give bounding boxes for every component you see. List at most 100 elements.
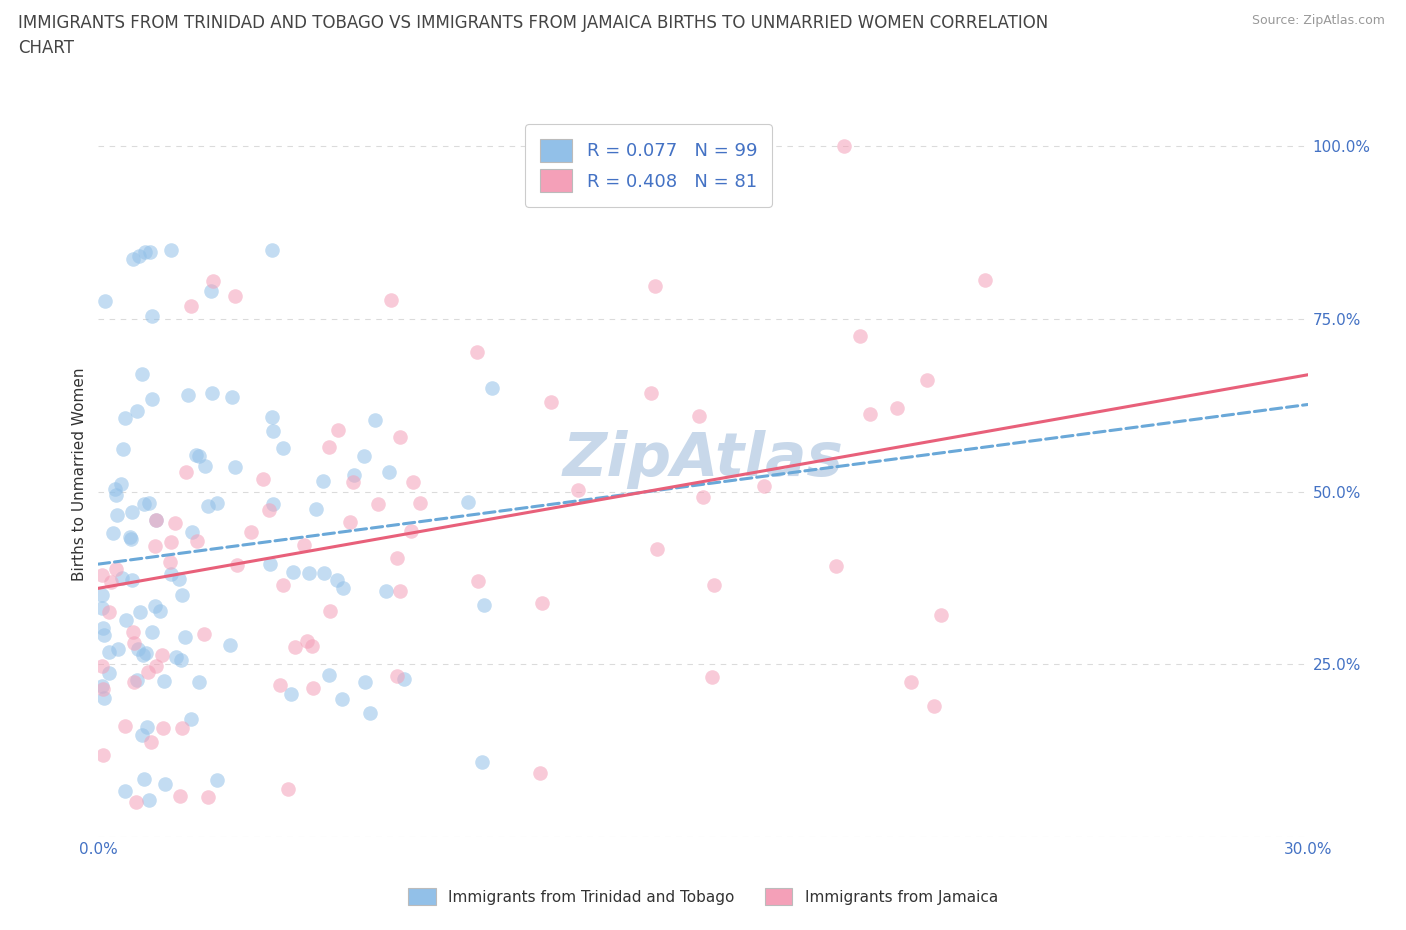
Point bbox=[111, 571, 134, 586]
Point bbox=[392, 671, 415, 686]
Point bbox=[91, 601, 114, 616]
Point bbox=[91, 658, 114, 673]
Point bbox=[200, 284, 222, 299]
Point bbox=[152, 673, 174, 688]
Point bbox=[224, 459, 246, 474]
Point bbox=[132, 647, 155, 662]
Point bbox=[262, 243, 284, 258]
Point bbox=[141, 309, 163, 324]
Point bbox=[931, 608, 953, 623]
Point bbox=[900, 674, 922, 689]
Point bbox=[378, 465, 401, 480]
Point bbox=[387, 669, 409, 684]
Point bbox=[101, 526, 124, 541]
Point bbox=[134, 645, 156, 660]
Point bbox=[294, 538, 316, 553]
Point bbox=[219, 638, 242, 653]
Point bbox=[138, 496, 160, 511]
Point bbox=[194, 459, 217, 474]
Point bbox=[134, 245, 156, 259]
Point bbox=[107, 508, 129, 523]
Point bbox=[259, 556, 281, 571]
Point bbox=[305, 501, 328, 516]
Point bbox=[118, 529, 141, 544]
Point bbox=[259, 502, 281, 517]
Point bbox=[221, 390, 243, 405]
Point bbox=[98, 604, 121, 619]
Point bbox=[388, 430, 411, 445]
Point bbox=[169, 789, 191, 804]
Point bbox=[271, 578, 294, 592]
Point bbox=[692, 489, 714, 504]
Point bbox=[481, 380, 503, 395]
Point bbox=[93, 682, 115, 697]
Legend: R = 0.077   N = 99, R = 0.408   N = 81: R = 0.077 N = 99, R = 0.408 N = 81 bbox=[526, 125, 772, 206]
Point bbox=[703, 578, 725, 592]
Point bbox=[104, 487, 127, 502]
Point bbox=[180, 299, 202, 313]
Point bbox=[330, 692, 353, 707]
Point bbox=[825, 558, 848, 573]
Point bbox=[131, 366, 153, 381]
Point bbox=[540, 394, 562, 409]
Point bbox=[298, 565, 321, 580]
Point bbox=[134, 772, 156, 787]
Point bbox=[177, 387, 200, 402]
Point bbox=[143, 598, 166, 613]
Point bbox=[269, 677, 291, 692]
Point bbox=[700, 670, 723, 684]
Point bbox=[121, 531, 143, 546]
Point bbox=[205, 496, 228, 511]
Point bbox=[97, 666, 120, 681]
Point bbox=[353, 674, 375, 689]
Legend: Immigrants from Trinidad and Tobago, Immigrants from Jamaica: Immigrants from Trinidad and Tobago, Imm… bbox=[401, 880, 1005, 913]
Point bbox=[124, 674, 146, 689]
Point bbox=[91, 588, 114, 603]
Point bbox=[122, 252, 145, 267]
Point bbox=[260, 409, 283, 424]
Point bbox=[353, 448, 375, 463]
Point bbox=[145, 512, 167, 527]
Point bbox=[252, 472, 274, 486]
Point bbox=[314, 565, 336, 580]
Point bbox=[343, 467, 366, 482]
Point bbox=[339, 515, 361, 530]
Point bbox=[318, 668, 340, 683]
Point bbox=[311, 473, 333, 488]
Point bbox=[849, 328, 872, 343]
Point bbox=[281, 565, 304, 579]
Point bbox=[107, 641, 129, 656]
Point bbox=[160, 243, 183, 258]
Point bbox=[326, 422, 349, 437]
Point bbox=[409, 496, 432, 511]
Point bbox=[93, 628, 115, 643]
Point bbox=[529, 766, 551, 781]
Point bbox=[284, 640, 307, 655]
Point bbox=[91, 568, 114, 583]
Point bbox=[319, 604, 342, 618]
Point bbox=[129, 604, 152, 619]
Point bbox=[170, 653, 193, 668]
Point bbox=[128, 248, 150, 263]
Point bbox=[640, 385, 662, 400]
Point bbox=[332, 581, 354, 596]
Point bbox=[326, 573, 349, 588]
Point bbox=[170, 588, 193, 603]
Point bbox=[342, 474, 364, 489]
Point bbox=[93, 690, 115, 705]
Point bbox=[280, 686, 302, 701]
Point bbox=[974, 272, 997, 287]
Text: CHART: CHART bbox=[18, 39, 75, 57]
Point bbox=[374, 583, 396, 598]
Point bbox=[271, 441, 294, 456]
Point bbox=[114, 613, 136, 628]
Text: Source: ZipAtlas.com: Source: ZipAtlas.com bbox=[1251, 14, 1385, 27]
Point bbox=[859, 406, 882, 421]
Point bbox=[173, 630, 195, 644]
Point bbox=[159, 554, 181, 569]
Point bbox=[262, 497, 284, 512]
Point bbox=[202, 273, 225, 288]
Point bbox=[110, 477, 132, 492]
Point bbox=[647, 542, 669, 557]
Point bbox=[136, 665, 159, 680]
